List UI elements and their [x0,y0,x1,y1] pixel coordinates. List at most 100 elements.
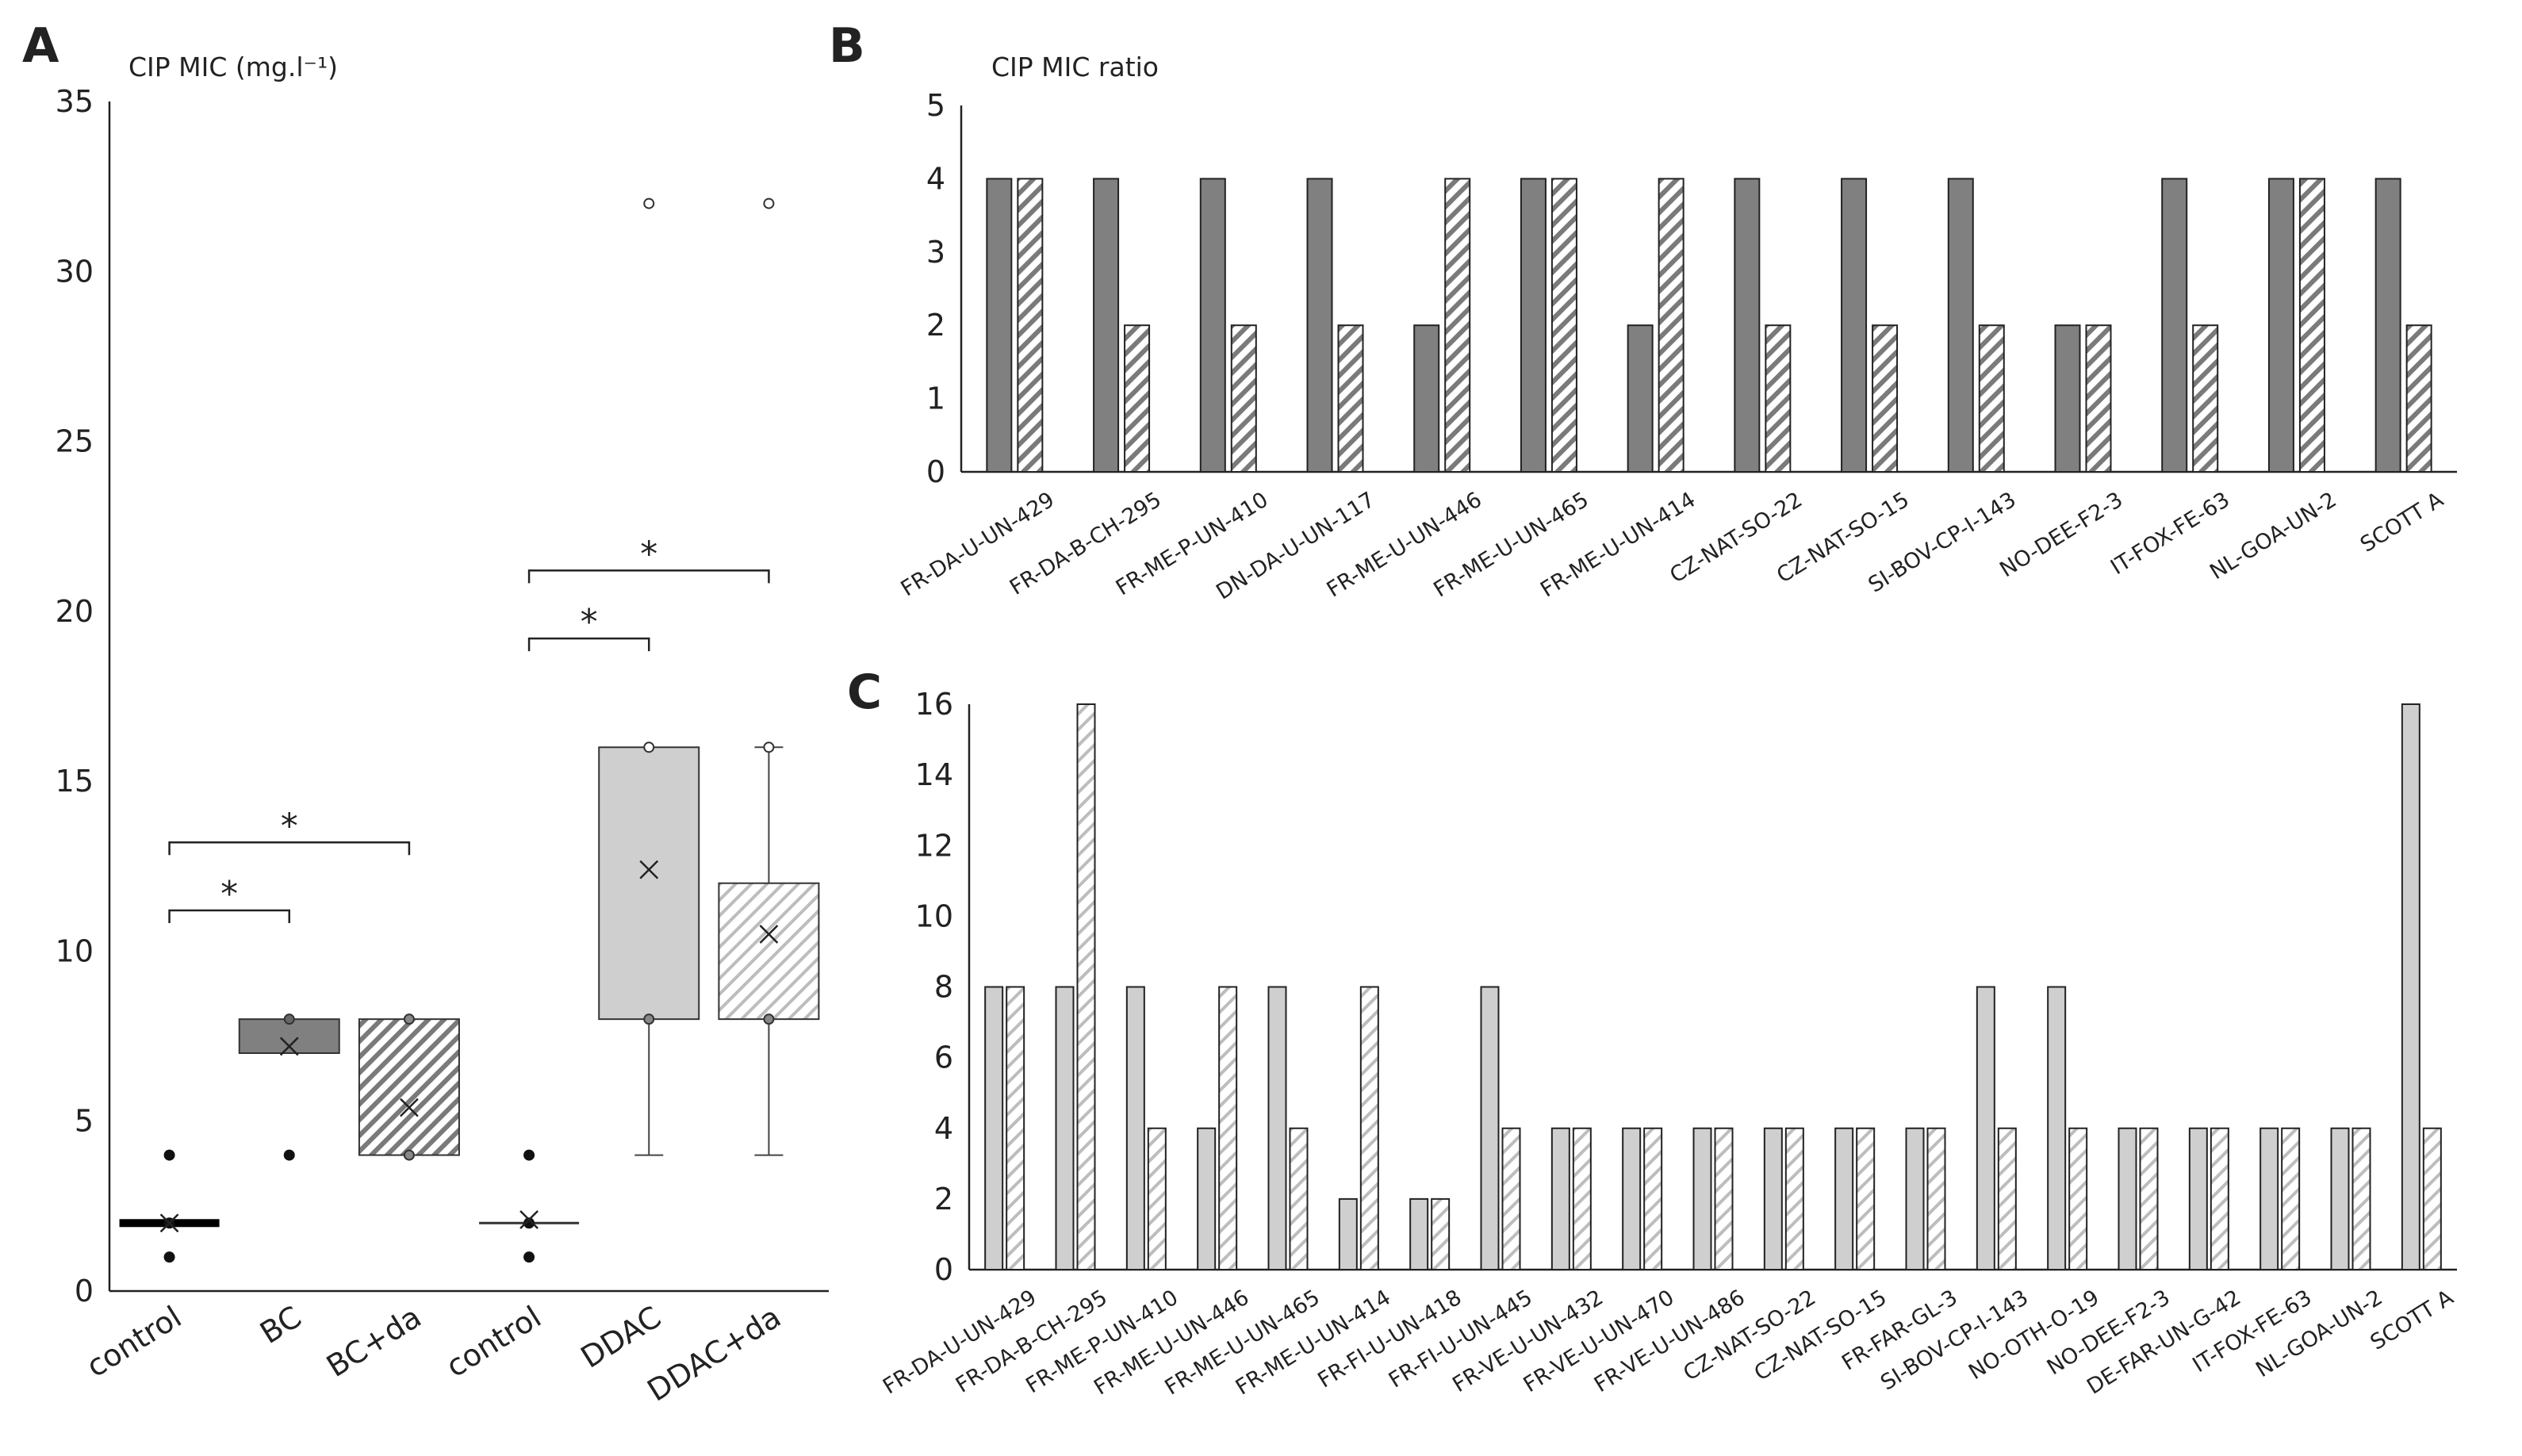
mean-marker-stroke [279,1036,299,1056]
data-point [763,1013,775,1025]
box-DDAC [598,197,700,1156]
bar-FR-FI-U-UN-418-s1 [1409,1197,1429,1270]
bar-NO-DEE-F2-3-s1 [2054,324,2081,473]
mean-marker-stroke [400,1098,419,1117]
bar-NL-GOA-UN-2-s1 [2330,1127,2350,1270]
panel-b-y-tick-label: 4 [926,161,945,196]
bar-NL-GOA-UN-2-s2 [2351,1127,2371,1270]
bar-FR-ME-P-UN-410-s2 [1147,1127,1167,1270]
box-control [479,1149,580,1263]
panel-c-y-tick-label: 14 [915,757,953,792]
data-point [163,1149,175,1161]
mean-marker [279,1036,299,1056]
box-control [119,1149,220,1263]
bar-FR-ME-U-UN-465-s2 [1289,1127,1309,1270]
panel-c-bar-chart: C 0246810121416FR-DA-U-UN-429FR-DA-B-CH-… [847,665,2458,1400]
data-point [523,1217,535,1229]
bar-CZ-NAT-SO-15-s1 [1841,178,1868,473]
bar-NO-OTH-O-19-s2 [2068,1127,2088,1270]
bar-CZ-NAT-SO-15-s1 [1834,1127,1854,1270]
bracket-line [527,569,770,584]
bar-FR-FI-U-UN-418-s2 [1431,1197,1451,1270]
category-label: BC+da [320,1299,427,1384]
bar-SCOTT A-s2 [2405,324,2432,473]
bar-SCOTT A-s1 [2374,178,2401,473]
bar-DN-DA-U-UN-117-s1 [1306,178,1333,473]
bar-FR-ME-U-UN-465-s2 [1550,178,1577,473]
data-point [643,741,655,753]
bar-NL-GOA-UN-2-s2 [2298,178,2325,473]
significance-star: * [281,806,298,846]
significance-bracket: * [527,534,770,584]
data-point [763,197,775,209]
panel-c-y-tick-label: 8 [934,970,953,1005]
bar-FR-DA-B-CH-295-s2 [1124,324,1151,473]
bar-FR-ME-U-UN-414-s2 [1359,986,1379,1270]
box-body [718,882,820,1021]
panel-b-y-tick-label: 1 [926,381,945,416]
bar-NO-DEE-F2-3-s2 [2139,1127,2159,1270]
data-point [163,1251,175,1263]
bar-FR-VE-U-UN-470-s1 [1622,1127,1642,1270]
panel-a-y-tick-label: 20 [56,594,94,629]
panel-a-y-tick-label: 35 [56,84,94,119]
panel-a-y-tick-label: 15 [56,764,94,799]
data-point [523,1149,535,1161]
mean-marker [400,1098,419,1117]
bar-SI-BOV-CP-I-143-s1 [1976,986,1995,1270]
panel-c-y-tick-label: 0 [934,1252,953,1287]
bar-NO-DEE-F2-3-s2 [2085,324,2112,473]
box-BC+da [358,1013,460,1161]
bar-IT-FOX-FE-63-s2 [2281,1127,2301,1270]
bar-SI-BOV-CP-I-143-s2 [1978,324,2005,473]
panel-c-y-tick-label: 10 [915,899,953,933]
bar-SCOTT A-s1 [2401,703,2420,1270]
bar-FR-FI-U-UN-445-s1 [1480,986,1500,1270]
bar-CZ-NAT-SO-15-s2 [1856,1127,1876,1270]
mean-marker [639,860,659,879]
bar-FR-DA-B-CH-295-s2 [1076,703,1096,1270]
panel-a-boxplot: A CIP MIC (mg.l⁻¹) 0 5 10 15 20 25 30 35 control… [22,18,829,1408]
significance-bracket: * [168,874,290,923]
data-point [523,1251,535,1263]
box-body [598,746,700,1021]
panel-c-letter: C [847,665,882,720]
panel-b-letter: B [829,18,865,74]
bar-FR-ME-U-UN-414-s2 [1658,178,1685,473]
category-label: DDAC [575,1299,667,1374]
bar-FR-ME-U-UN-446-s2 [1444,178,1471,473]
data-point [403,1149,415,1161]
significance-bracket: * [527,602,650,652]
bar-FR-ME-U-UN-446-s1 [1413,324,1440,473]
bar-FR-ME-U-UN-446-s2 [1218,986,1238,1270]
panel-b-y-title: CIP MIC ratio [991,52,1159,82]
bar-DE-FAR-UN-G-42-s1 [2188,1127,2208,1270]
box-DDAC+da [718,197,820,1156]
bracket-line [168,909,290,923]
category-label: control [440,1299,547,1384]
bar-FR-DA-B-CH-295-s1 [1093,178,1120,473]
panel-b-y-tick-label: 3 [926,235,945,270]
bar-SCOTT A-s2 [2422,1127,2442,1270]
bar-CZ-NAT-SO-22-s2 [1765,324,1792,473]
panel-a-y-tick-label: 10 [56,933,94,968]
bar-CZ-NAT-SO-22-s1 [1734,178,1761,473]
bracket-line [168,841,411,856]
bar-FR-DA-U-UN-429-s1 [984,986,1004,1270]
panel-b-y-tick-label: 2 [926,308,945,343]
significance-star: * [220,874,238,914]
bar-FR-ME-U-UN-465-s1 [1520,178,1547,473]
bracket-line [527,637,650,652]
mean-marker [159,1213,179,1233]
bar-CZ-NAT-SO-22-s1 [1763,1127,1783,1270]
bar-FR-FI-U-UN-445-s2 [1501,1127,1521,1270]
category-label: BC [254,1299,307,1351]
panel-b-y-tick-label: 5 [926,88,945,123]
bar-CZ-NAT-SO-15-s2 [1872,324,1899,473]
bar-NL-GOA-UN-2-s1 [2267,178,2294,473]
bar-FR-VE-U-UN-432-s2 [1572,1127,1592,1270]
panel-b-bar-chart: B CIP MIC ratio 012345FR-DA-U-UN-429FR-D… [829,18,2457,605]
bar-FR-ME-P-UN-410-s1 [1125,986,1145,1270]
mean-marker-stroke [639,860,659,879]
